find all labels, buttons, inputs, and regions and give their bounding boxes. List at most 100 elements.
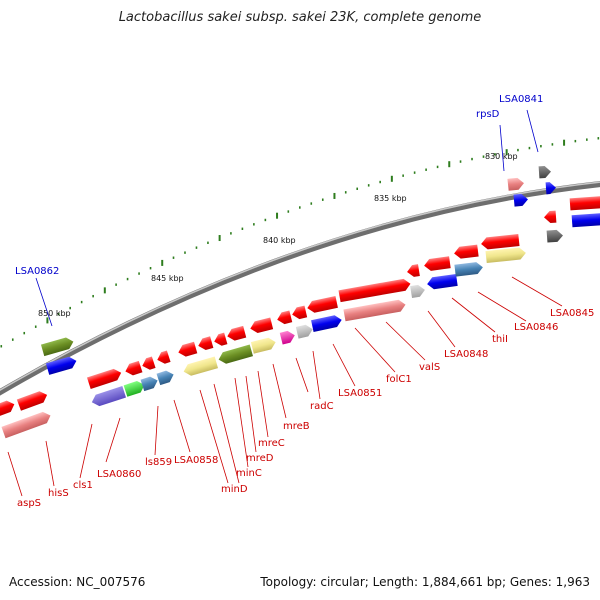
leader-line [245,375,257,453]
scale-labels: 830 kbp 835 kbp 840 kbp 845 kbp 850 kbp [38,152,518,318]
scale-tick [563,139,566,146]
gene-arrow [227,325,247,341]
gene-label-hiss: hisS [48,488,69,499]
leader-line [45,440,55,487]
gene-arrow [544,210,557,223]
scale-label-835: 835 kbp [374,194,407,203]
leader-line [35,277,53,327]
scale-tick [321,198,324,201]
gene-arrow [178,341,198,357]
gene-label-mind: minD [221,484,248,495]
gene-label-mrec: mreC [258,438,285,449]
gene-label-lsa0851: LSA0851 [338,388,382,399]
gene-arrow [250,317,274,334]
leader-line [385,321,426,361]
gene-label-lsa0848: LSA0848 [444,349,488,360]
gene-arrow [125,360,143,376]
gene-arrow [292,305,308,320]
scale-tick [494,153,496,156]
gene-label-lsa0858: LSA0858 [174,455,218,466]
gene-arrow [16,391,48,411]
gene-arrow [295,324,313,339]
gene-arrow [343,299,406,322]
map-title: Lactobacillus sakei subsp. sakei 23K, co… [118,10,482,25]
gene-arrow [424,256,451,271]
leader-line [295,357,309,393]
gene-arrow [86,368,122,389]
gene-arrow [407,264,420,277]
scale-tick [471,157,473,161]
gene-arrow [538,166,551,179]
scale-tick [126,277,129,281]
scale-tick [586,138,588,141]
leader-line [257,370,269,438]
scale-tick [0,345,3,348]
leader-line [234,377,249,468]
scale-tick [218,235,221,242]
leader-line [105,417,121,463]
gene-arrow [410,284,425,299]
scale-label-830: 830 kbp [485,152,518,161]
scale-tick [413,171,416,174]
gene-arrow [157,350,171,364]
gene-label-thii: thiI [492,334,508,345]
gene-features [0,166,600,439]
gene-arrow [40,337,74,357]
scale-tick [92,294,94,298]
gene-label-lsa0862: LSA0862 [15,266,59,277]
gene-arrow [123,381,145,397]
blue-gene-labels: LSA0841 rpsD LSA0862 [15,94,543,277]
gene-arrow [545,182,556,195]
gene-label-lsa0841: LSA0841 [499,94,543,105]
scale-tick [287,210,290,213]
scale-tick [390,175,393,182]
gene-label-lsa0860: LSA0860 [97,469,141,480]
scale-tick [333,192,336,199]
leader-line [154,405,159,456]
scale-tick [115,283,117,286]
scale-tick [69,306,71,310]
gene-arrow [485,247,526,264]
scale-tick [367,184,370,187]
scale-tick [540,144,542,148]
scale-tick [161,259,164,266]
scale-tick [80,300,83,304]
scale-tick [425,168,427,171]
leader-line [199,389,229,484]
gene-arrow [1,411,51,439]
gene-arrow [481,234,520,250]
scale-tick [276,212,279,219]
gene-arrow [45,356,77,375]
gene-label-ls859: ls859 [145,457,172,468]
scale-tick [241,227,244,230]
leader-line [477,291,527,322]
genome-backbone [0,181,600,396]
gene-label-mreb: mreB [283,421,310,432]
scale-tick [344,191,347,194]
gene-arrow [513,193,528,207]
gene-arrow [218,344,253,364]
scale-tick [253,223,255,226]
gene-arrow [571,213,600,228]
scale-tick [46,317,49,324]
gene-arrow [454,244,479,259]
scale-tick [23,331,26,335]
scale-tick [597,137,600,140]
scale-tick [149,266,152,270]
scale-tick [172,256,175,259]
leader-line [173,399,191,453]
scale-tick [138,272,140,275]
gene-arrow [279,330,295,345]
scale-tick [184,251,186,254]
scale-label-850: 850 kbp [38,309,71,318]
gene-arrow [156,370,174,386]
scale-tick [482,155,485,158]
gene-arrow [338,278,411,303]
scale-tick [436,165,439,169]
gene-label-asps: aspS [17,498,41,509]
genome-backbone-highlight [0,181,600,392]
gene-arrow [142,356,156,370]
gene-label-mred: mreD [246,453,274,464]
leader-line [511,276,563,307]
